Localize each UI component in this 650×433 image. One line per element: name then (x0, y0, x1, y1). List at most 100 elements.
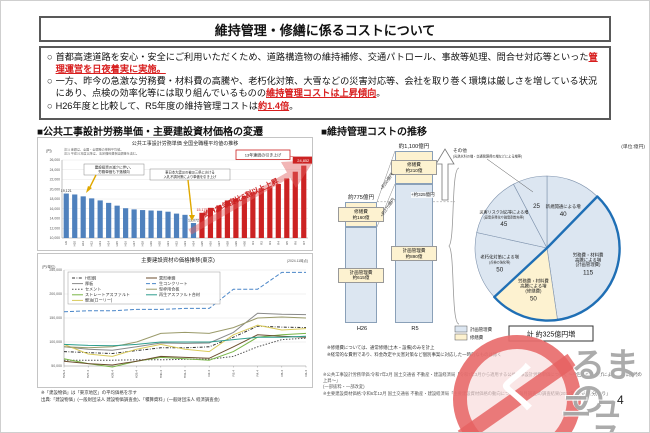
labor-bar (182, 214, 188, 238)
svg-text:100,000: 100,000 (49, 340, 62, 344)
svg-text:生コンクリート: 生コンクリート (159, 280, 188, 286)
svg-text:26,000: 26,000 (50, 158, 60, 162)
svg-text:H27: H27 (217, 241, 221, 247)
svg-text:H21: H21 (166, 241, 170, 247)
svg-text:H30.4: H30.4 (159, 370, 163, 379)
svg-text:H形鋼: H形鋼 (85, 274, 96, 280)
bullet-text: 首都高速道路を安心・安全にご利用いただくため、道路構造物の維持補修、交通パトロー… (55, 52, 598, 75)
svg-text:(2024.11時点): (2024.11時点) (287, 258, 308, 263)
svg-text:50: 50 (496, 266, 503, 273)
pie-slice (513, 175, 548, 249)
svg-text:H18: H18 (141, 241, 145, 247)
svg-text:H29: H29 (234, 241, 238, 247)
svg-text:H22: H22 (175, 241, 179, 247)
labor-bar (123, 208, 129, 238)
svg-text:ストレートアスファルト: ストレートアスファルト (85, 292, 130, 297)
svg-text:20,000: 20,000 (50, 187, 60, 191)
svg-text:H14: H14 (107, 241, 111, 247)
source-line: ※主要建設資材価格:令和6年12月 国土交通省 不動産・建設経済局「主要建設資材… (323, 390, 611, 396)
source-line: (一部抜粋・一部改変) (323, 384, 365, 390)
labor-bar (207, 207, 214, 238)
svg-text:H12: H12 (90, 241, 94, 247)
left-chart-footnotes: ※「建設物価」は「東京地区」の平均価格を示す 出典:「建設物価」(一般財団法人 … (41, 390, 220, 403)
svg-text:労務費・材料費: 労務費・材料費 (573, 252, 604, 259)
page-number: 4 (617, 393, 624, 407)
svg-text:老朽化対策による増: 老朽化対策による増 (480, 254, 519, 261)
svg-text:H20: H20 (158, 241, 162, 247)
labor-bar (131, 209, 137, 238)
svg-text:H26.4: H26.4 (62, 370, 66, 379)
footnote-line: ※「建設物価」は「東京地区」の平均価格を示す (41, 390, 137, 395)
footnote-line: 出典:「建設物価」(一般財団法人 建設物価調査会)、「積算資料」(一般財団法人 … (41, 396, 220, 402)
svg-text:250,000: 250,000 (49, 268, 62, 272)
summary-bullet-list: ○ 首都高速道路を安心・安全にご利用いただくため、道路構造物の維持補修、交通パトロ… (47, 51, 603, 112)
svg-text:セメント: セメント (85, 287, 101, 292)
svg-text:R4: R4 (276, 241, 280, 245)
materials-price-chart: 主要建設資材の価格推移(東京) (2024.11時点) (円/単位) 50,000 10… (37, 253, 313, 388)
svg-text:150,000: 150,000 (49, 316, 62, 320)
labor-bar (173, 213, 180, 238)
svg-text:建設投資の減少に伴い、: 建設投資の減少に伴い、 (95, 165, 134, 170)
svg-text:H28: H28 (225, 241, 229, 247)
svg-text:200,000: 200,000 (49, 292, 62, 296)
svg-text:再生アスファルト合材: 再生アスファルト合材 (159, 291, 200, 297)
svg-text:H25: H25 (200, 241, 204, 247)
pie-chart-svg: (単位:億円)新規開通による増40労務費・材料費高騰による増(計画管理費)115… (448, 143, 645, 342)
svg-text:19,121: 19,121 (61, 189, 72, 193)
labor-bar (301, 165, 307, 238)
footnote-line: ※経常的な費用であり、料金改定や災害対策など個別事案に対応した一時的なものは除く (327, 351, 502, 357)
labor-bar (275, 183, 281, 238)
svg-text:115: 115 (583, 269, 594, 276)
svg-text:(点検の強化等): (点検の強化等) (489, 259, 510, 264)
repair-cost-chip: 修繕費 約160億 (338, 207, 384, 223)
page-title: 維持管理・修繕に係るコストについて (214, 22, 436, 38)
svg-text:H27.4: H27.4 (86, 370, 90, 379)
labor-bar (267, 187, 273, 238)
labor-bar (165, 211, 171, 238)
summary-box: ○ 首都高速道路を安心・安全にご利用いただくため、道路構造物の維持補修、交通パトロ… (39, 46, 611, 120)
svg-text:H17: H17 (132, 241, 136, 247)
summary-bullet: ○ 首都高速道路を安心・安全にご利用いただくため、道路構造物の維持補修、交通パトロ… (47, 51, 603, 75)
labor-bar (292, 171, 298, 238)
labor-bar (139, 210, 146, 238)
svg-text:注1) 金額は、全国・全職種の単純平均値。: 注1) 金額は、全国・全職種の単純平均値。 (64, 147, 123, 152)
svg-text:その他: その他 (453, 147, 467, 154)
bullet-text: H26年度と比較して、R5年度の維持管理コストは約1.4倍。 (55, 100, 299, 111)
svg-text:H15: H15 (115, 241, 119, 247)
svg-text:H29.4: H29.4 (135, 370, 139, 379)
svg-text:(円/単位): (円/単位) (42, 264, 55, 269)
svg-text:14,000: 14,000 (50, 217, 60, 221)
left-section-heading: ■公共工事設計労務単価・主要建設資材価格の変遷 (37, 127, 264, 138)
materials-series-line (63, 324, 307, 357)
svg-text:高騰による増: 高騰による増 (520, 282, 547, 289)
svg-text:厚板: 厚板 (85, 280, 93, 286)
svg-text:注2) 平成31年度以降は、法定福利費相当額等を含む。: 注2) 平成31年度以降は、法定福利費相当額等を含む。 (64, 151, 139, 156)
svg-text:(単位:億円): (単位:億円) (621, 143, 645, 150)
bullet-text: 一方、昨今の急激な労務費・材料費の高騰や、老朽化対策、大雪などの災害対応等、会社… (55, 76, 598, 99)
total-increase-arrow (435, 148, 455, 201)
stacked-connectors-svg (376, 148, 455, 227)
svg-text:(光熱水料の増・交通管理費の増などによる増等): (光熱水料の増・交通管理費の増などによる増等) (453, 154, 522, 159)
source-line: ※公共工事設計労務単価:令和7年2月 国土交通省 不動産・建設経済局「令和7年3… (323, 372, 642, 384)
bullet-marker: ○ (47, 52, 53, 62)
svg-text:40: 40 (560, 211, 567, 218)
svg-text:労務費・材料費: 労務費・材料費 (518, 278, 549, 285)
svg-text:R3.4: R3.4 (231, 370, 235, 377)
svg-text:H11: H11 (81, 241, 85, 246)
labor-bar (156, 210, 163, 238)
labor-bar (241, 195, 247, 238)
pie-slice (474, 232, 548, 298)
summary-bullet: ○ H26年度と比較して、R5年度の維持管理コストは約1.4倍。 (47, 100, 603, 112)
svg-text:H19: H19 (149, 241, 153, 247)
svg-text:24,000: 24,000 (50, 168, 60, 172)
svg-text:R5: R5 (285, 241, 289, 245)
svg-text:H26: H26 (208, 241, 212, 247)
labor-bar (114, 205, 120, 238)
svg-text:R6.4: R6.4 (304, 370, 308, 377)
svg-text:型枠用合板: 型枠用合板 (159, 286, 179, 292)
labor-bar (63, 193, 69, 238)
svg-text:H16: H16 (124, 241, 128, 247)
labor-bar (72, 194, 78, 238)
svg-text:50: 50 (530, 296, 537, 303)
